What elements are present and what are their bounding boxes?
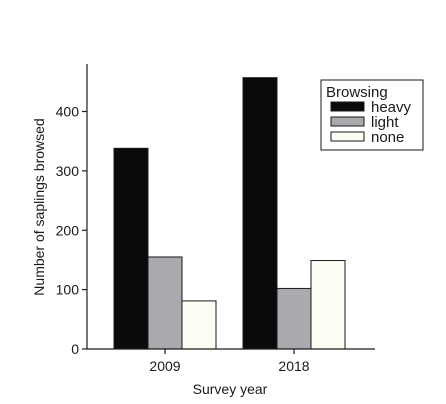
legend-label-heavy: heavy <box>371 99 412 116</box>
legend-label-none: none <box>371 129 404 146</box>
x-tick-label: 2018 <box>278 358 309 374</box>
legend-swatch-light <box>330 116 365 127</box>
bar-light-2018 <box>276 287 312 350</box>
y-tick-label: 200 <box>56 222 80 238</box>
x-tick-label: 2009 <box>149 358 180 374</box>
legend-label-light: light <box>371 114 399 131</box>
y-axis-label: Number of saplings browsed <box>31 118 47 295</box>
y-tick-label: 0 <box>71 341 79 357</box>
y-ticks: 0 100 200 300 400 <box>56 104 87 357</box>
y-tick-label: 400 <box>56 104 80 120</box>
bar-heavy-2009 <box>113 147 149 350</box>
legend-swatch-heavy <box>330 101 365 112</box>
legend-title: Browsing <box>326 84 388 101</box>
bar-heavy-2018 <box>242 77 278 350</box>
y-tick-label: 100 <box>56 282 80 298</box>
bars-layer <box>113 77 346 350</box>
x-axis-label: Survey year <box>193 381 268 397</box>
bar-none-2018 <box>310 260 346 350</box>
x-ticks: 2009 2018 <box>149 349 310 374</box>
bar-light-2009 <box>147 256 183 350</box>
legend-swatch-none <box>330 131 365 142</box>
bar-none-2009 <box>181 300 217 350</box>
y-tick-label: 300 <box>56 163 80 179</box>
